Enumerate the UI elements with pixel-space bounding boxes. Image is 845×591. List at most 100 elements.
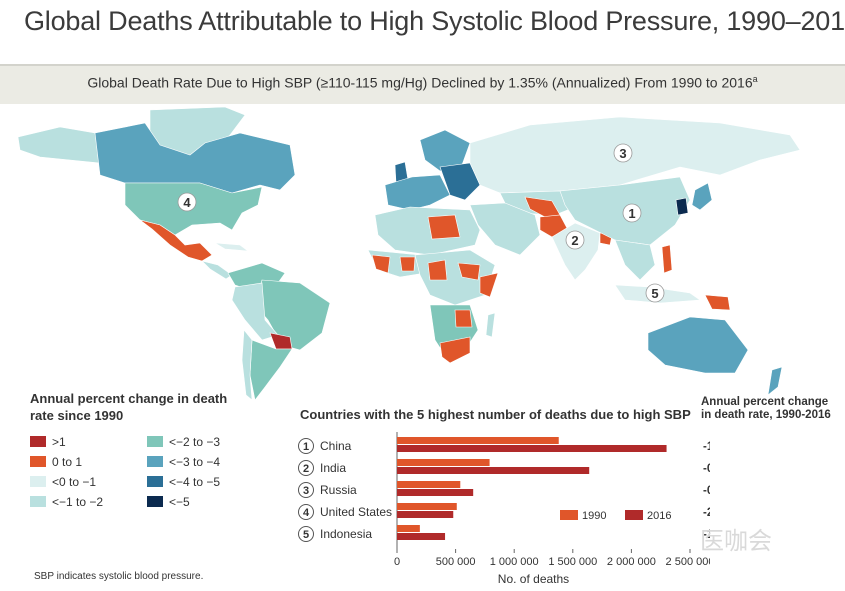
- map-region-madagascar: [485, 312, 496, 338]
- bar-1990: [397, 481, 461, 488]
- map-marker-1: 1: [622, 203, 642, 223]
- map-region-southeast-asia: [614, 239, 656, 281]
- map-region-western-europe: [384, 174, 451, 211]
- svg-text:3: 3: [619, 146, 626, 161]
- svg-text:2: 2: [571, 233, 578, 248]
- map-region-australia: [647, 316, 749, 374]
- map-marker-3: 3: [613, 143, 633, 163]
- legend-swatch: [147, 436, 163, 447]
- category-label: United States: [320, 505, 392, 519]
- map-region-india: [551, 222, 601, 281]
- svg-text:4: 4: [183, 195, 191, 210]
- rank-number: 4: [303, 507, 310, 519]
- legend-label: <−3 to −4: [169, 455, 221, 469]
- legend-swatch: [30, 456, 46, 467]
- legend-swatch: [147, 476, 163, 487]
- map-region-south-africa: [439, 336, 471, 364]
- bar-2016: [397, 511, 454, 518]
- legend-swatch: [147, 456, 163, 467]
- map-region-somalia-kenya: [479, 272, 499, 298]
- map-region-eastern-europe: [439, 162, 481, 201]
- percent-change-value: -1.19: [703, 441, 710, 453]
- rank-number: 1: [303, 441, 309, 453]
- x-tick-label: 2 500 000: [666, 556, 710, 568]
- rank-number: 2: [303, 463, 309, 475]
- legend-label: <0 to −1: [52, 475, 97, 489]
- rank-badge: [298, 460, 314, 476]
- map-region-russia: [469, 116, 801, 194]
- legend-item: >1: [30, 435, 66, 449]
- legend-swatch: [30, 476, 46, 487]
- legend-label: >1: [52, 435, 66, 449]
- legend-item: 0 to 1: [30, 455, 82, 469]
- category-label: Russia: [320, 483, 357, 497]
- x-tick-label: 0: [394, 556, 400, 568]
- legend-item: <−1 to −2: [30, 495, 103, 509]
- map-region-philippines: [661, 244, 673, 274]
- x-axis-label: No. of deaths: [498, 572, 569, 586]
- legend-label: <−1 to −2: [52, 495, 104, 509]
- bar-1990: [397, 437, 559, 444]
- percent-change-value: -0.56: [703, 485, 710, 497]
- map-region-mexico: [139, 219, 213, 262]
- map-region-japan: [691, 182, 713, 211]
- category-label: Indonesia: [320, 527, 372, 541]
- legend-swatch: [30, 436, 46, 447]
- rank-badge: [298, 482, 314, 498]
- x-tick-label: 1 000 000: [490, 556, 539, 568]
- map-region-alaska: [17, 126, 101, 164]
- bar-1990: [397, 459, 490, 466]
- category-label: India: [320, 461, 346, 475]
- series-legend-label: 2016: [647, 510, 671, 522]
- bar-2016: [397, 533, 446, 540]
- subtitle: Global Death Rate Due to High SBP (≥110-…: [0, 74, 845, 91]
- map-region-korea: [675, 197, 689, 216]
- legend-swatch: [30, 496, 46, 507]
- bar-2016: [397, 467, 590, 474]
- map-region-sudan-chad: [427, 259, 448, 281]
- map-marker-5: 5: [645, 283, 665, 303]
- bar-1990: [397, 503, 457, 510]
- footnote: SBP indicates systolic blood pressure.: [34, 571, 204, 582]
- legend-item: <−4 to −5: [147, 475, 220, 489]
- map-region-brazil: [254, 279, 331, 351]
- percent-change-value: -1.04: [703, 529, 710, 541]
- page-title: Global Deaths Attributable to High Systo…: [24, 6, 845, 36]
- percent-change-value: -0.08: [703, 463, 710, 475]
- map-region-usa: [124, 182, 263, 236]
- x-tick-label: 1 500 000: [548, 556, 597, 568]
- legend-swatch: [147, 496, 163, 507]
- rank-number: 3: [303, 485, 309, 497]
- category-label: China: [320, 439, 352, 453]
- x-tick-label: 2 000 000: [607, 556, 656, 568]
- map-region-new-zealand: [767, 366, 783, 396]
- map-region-central-america: [201, 260, 233, 280]
- deaths-bar-chart: 0 500 000 1 000 000 1 500 000 2 000 000 2 500…: [298, 432, 710, 586]
- bar-2016: [397, 489, 474, 496]
- series-legend-label: 1990: [582, 510, 606, 522]
- series-legend-swatch: [560, 510, 578, 520]
- legend-label: <−2 to −3: [169, 435, 221, 449]
- map-region-peru-bolivia: [231, 282, 279, 341]
- watermark: 医咖会: [700, 528, 772, 555]
- subtitle-bar: [0, 64, 845, 104]
- world-map: 1 2 3 4 5: [17, 106, 801, 401]
- map-region-zambia: [454, 309, 473, 328]
- map-region-png: [704, 294, 731, 311]
- chart-title: Countries with the 5 highest number of d…: [300, 407, 691, 422]
- map-marker-2: 2: [565, 230, 585, 250]
- x-tick-label: 500 000: [436, 556, 476, 568]
- legend-item: <−5: [147, 495, 190, 509]
- legend-label: <−5: [169, 495, 190, 509]
- bar-1990: [397, 525, 420, 532]
- percent-change-value: -2.37: [703, 507, 710, 519]
- subtitle-footnote-mark: a: [752, 74, 758, 84]
- map-region-chile: [241, 329, 253, 401]
- rank-number: 5: [303, 529, 309, 541]
- map-region-middle-east: [469, 202, 541, 256]
- map-region-north-africa: [374, 206, 481, 256]
- rank-badge: [298, 526, 314, 542]
- bar-2016: [397, 445, 667, 452]
- map-region-ethiopia: [457, 262, 481, 281]
- map-marker-4: 4: [177, 192, 197, 212]
